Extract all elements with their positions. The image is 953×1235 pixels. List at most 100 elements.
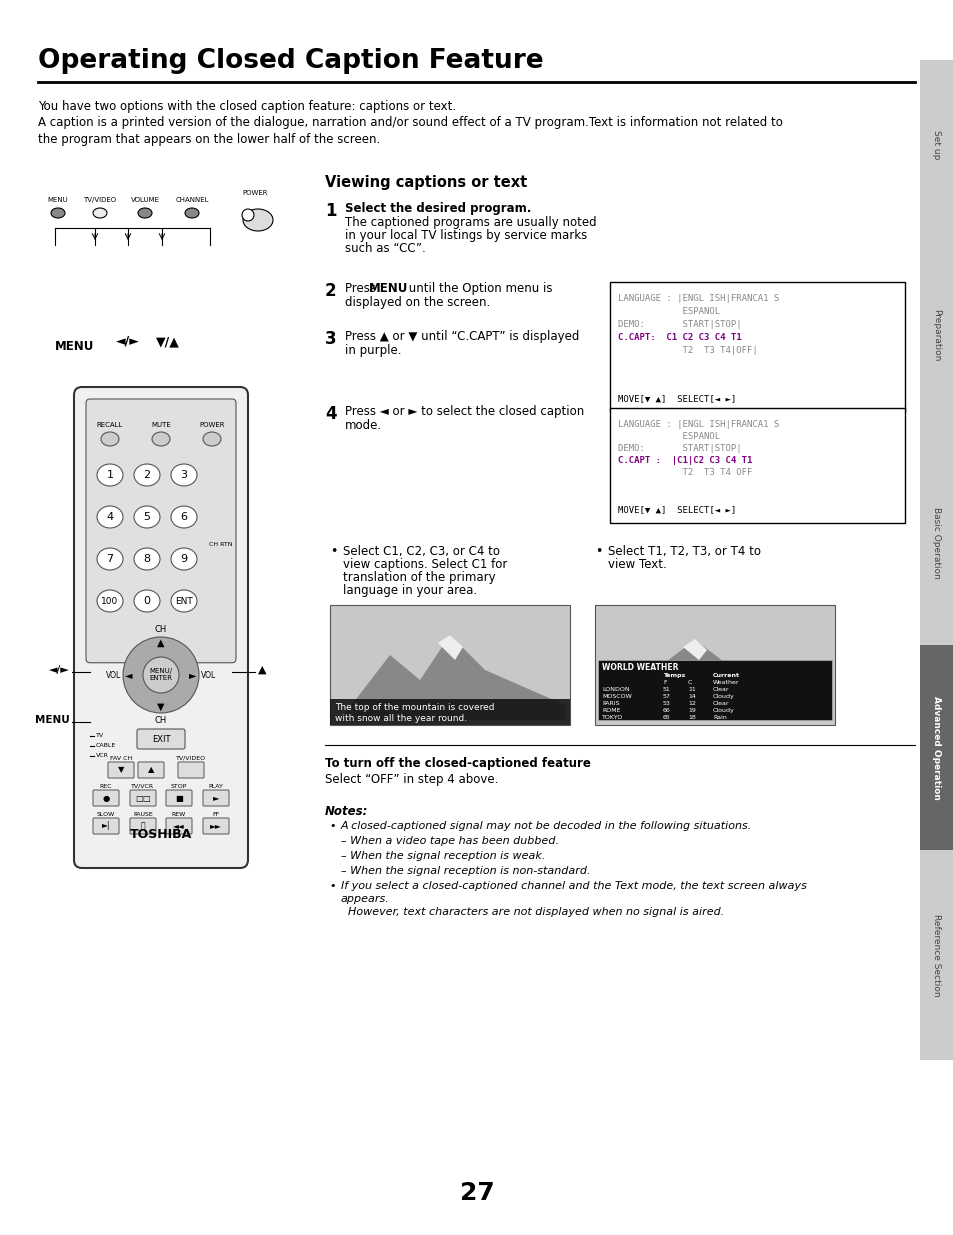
Text: VOL: VOL — [106, 671, 121, 679]
Text: Clear: Clear — [712, 701, 729, 706]
Text: T2  T3 T4|OFF|: T2 T3 T4|OFF| — [618, 346, 757, 354]
Text: C.CAPT :  |C1|C2 C3 C4 T1: C.CAPT : |C1|C2 C3 C4 T1 — [618, 456, 752, 466]
Text: ROME: ROME — [601, 708, 619, 713]
Text: DEMO:       START|STOP|: DEMO: START|STOP| — [618, 320, 740, 329]
Bar — [595, 605, 834, 725]
Text: ◄/►: ◄/► — [50, 664, 70, 676]
Text: TV: TV — [96, 734, 104, 739]
Text: MUTE: MUTE — [151, 422, 171, 429]
Text: 18: 18 — [687, 715, 695, 720]
Bar — [919, 230, 953, 440]
FancyBboxPatch shape — [203, 818, 229, 834]
Ellipse shape — [97, 548, 123, 571]
Text: Notes:: Notes: — [325, 805, 368, 818]
Text: •: • — [595, 545, 601, 558]
Text: Select the desired program.: Select the desired program. — [345, 203, 531, 215]
Ellipse shape — [171, 464, 196, 487]
Text: A caption is a printed version of the dialogue, narration and/or sound effect of: A caption is a printed version of the di… — [38, 116, 782, 147]
Text: 14: 14 — [687, 694, 695, 699]
Text: 2: 2 — [325, 282, 336, 300]
Text: mode.: mode. — [345, 419, 382, 432]
Text: view Text.: view Text. — [607, 558, 666, 571]
Text: 65: 65 — [662, 715, 670, 720]
Polygon shape — [604, 640, 829, 720]
Text: STOP: STOP — [171, 784, 187, 789]
Text: •: • — [329, 881, 335, 890]
Text: ■: ■ — [175, 794, 183, 803]
Text: LANGUAGE : |ENGL ISH|FRANCA1 S: LANGUAGE : |ENGL ISH|FRANCA1 S — [618, 420, 779, 429]
Text: C: C — [687, 680, 692, 685]
Text: C.CAPT:  C1 C2 C3 C4 T1: C.CAPT: C1 C2 C3 C4 T1 — [618, 333, 740, 342]
Polygon shape — [682, 638, 706, 659]
FancyBboxPatch shape — [137, 729, 185, 748]
Text: Weather: Weather — [712, 680, 739, 685]
Text: POWER: POWER — [199, 422, 225, 429]
FancyBboxPatch shape — [138, 762, 164, 778]
Text: FF: FF — [213, 811, 219, 818]
Text: 5: 5 — [143, 513, 151, 522]
Text: TV/VIDEO: TV/VIDEO — [175, 756, 206, 761]
Text: ►: ► — [189, 671, 196, 680]
FancyBboxPatch shape — [92, 818, 119, 834]
Ellipse shape — [138, 207, 152, 219]
Text: 4: 4 — [325, 405, 336, 424]
Polygon shape — [437, 635, 462, 659]
Text: ▼: ▼ — [157, 701, 165, 713]
Bar — [919, 440, 953, 645]
Text: 9: 9 — [180, 555, 188, 564]
Ellipse shape — [133, 506, 160, 529]
Text: WORLD WEATHER: WORLD WEATHER — [601, 663, 678, 672]
Text: Set up: Set up — [931, 131, 941, 159]
Text: ⏸: ⏸ — [140, 821, 145, 830]
Text: 51: 51 — [662, 687, 670, 692]
Text: However, text characters are not displayed when no signal is aired.: However, text characters are not display… — [340, 906, 723, 918]
Text: MOSCOW: MOSCOW — [601, 694, 631, 699]
Text: ENT: ENT — [175, 597, 193, 605]
Text: 8: 8 — [143, 555, 151, 564]
Text: 100: 100 — [101, 597, 118, 605]
Ellipse shape — [51, 207, 65, 219]
FancyBboxPatch shape — [108, 762, 133, 778]
Text: displayed on the screen.: displayed on the screen. — [345, 296, 490, 309]
Text: CH: CH — [154, 625, 167, 634]
Ellipse shape — [133, 464, 160, 487]
Text: language in your area.: language in your area. — [343, 584, 476, 597]
Text: CH: CH — [154, 716, 167, 725]
Text: LANGUAGE : |ENGL ISH|FRANCA1 S: LANGUAGE : |ENGL ISH|FRANCA1 S — [618, 294, 779, 303]
Ellipse shape — [171, 590, 196, 613]
Text: Rain: Rain — [712, 715, 726, 720]
Text: ▲: ▲ — [157, 638, 165, 648]
Text: 12: 12 — [687, 701, 695, 706]
Text: TOKYO: TOKYO — [601, 715, 622, 720]
Text: in purple.: in purple. — [345, 345, 401, 357]
Bar — [609, 282, 904, 412]
Bar — [919, 850, 953, 1060]
Text: Select T1, T2, T3, or T4 to: Select T1, T2, T3, or T4 to — [607, 545, 760, 558]
Bar — [919, 61, 953, 230]
Bar — [330, 699, 569, 725]
Ellipse shape — [203, 432, 221, 446]
FancyBboxPatch shape — [74, 387, 248, 868]
Text: F: F — [662, 680, 666, 685]
Text: ►|: ►| — [102, 821, 111, 830]
Text: You have two options with the closed caption feature: captions or text.: You have two options with the closed cap… — [38, 100, 456, 112]
Text: MENU: MENU — [55, 340, 94, 353]
Text: FAV CH: FAV CH — [110, 756, 132, 761]
Text: Press ◄ or ► to select the closed caption: Press ◄ or ► to select the closed captio… — [345, 405, 583, 417]
Circle shape — [242, 209, 253, 221]
Text: If you select a closed-captioned channel and the Text mode, the text screen alwa: If you select a closed-captioned channel… — [340, 881, 806, 890]
Ellipse shape — [97, 590, 123, 613]
Text: The top of the mountain is covered: The top of the mountain is covered — [335, 703, 494, 713]
Text: VOL: VOL — [201, 671, 216, 679]
Text: TOSHIBA: TOSHIBA — [130, 829, 192, 841]
Text: EXIT: EXIT — [152, 735, 170, 743]
FancyBboxPatch shape — [130, 818, 156, 834]
Text: PARIS: PARIS — [601, 701, 618, 706]
Ellipse shape — [133, 548, 160, 571]
Text: PAUSE: PAUSE — [133, 811, 152, 818]
Text: – When a video tape has been dubbed.: – When a video tape has been dubbed. — [340, 836, 558, 846]
Text: •: • — [330, 545, 337, 558]
Text: 11: 11 — [687, 687, 695, 692]
Text: Press: Press — [345, 282, 379, 295]
Bar — [919, 645, 953, 850]
